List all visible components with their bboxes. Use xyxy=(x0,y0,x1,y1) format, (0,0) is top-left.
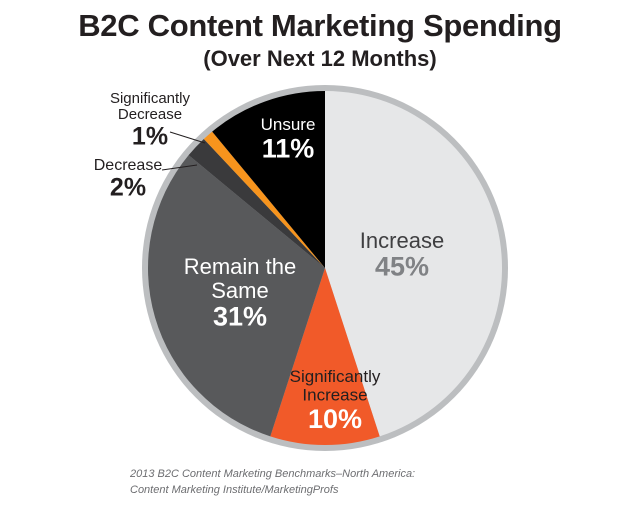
source-note: 2013 B2C Content Marketing Benchmarks–No… xyxy=(130,466,415,498)
leader-line-significantly-decrease xyxy=(169,131,206,144)
pie-slice-significantly-decrease xyxy=(203,131,325,268)
chart-subtitle: (Over Next 12 Months) xyxy=(203,46,437,71)
slice-value-unsure: 11% xyxy=(262,134,315,164)
pie-slices xyxy=(148,91,503,446)
source-line-2: Content Marketing Institute/MarketingPro… xyxy=(130,484,339,496)
slice-value-significantly-increase: 10% xyxy=(308,404,362,434)
slice-label-unsure: Unsure xyxy=(261,115,316,134)
chart-title: B2C Content Marketing Spending xyxy=(78,8,562,43)
pie-slice-unsure xyxy=(212,91,325,268)
slice-label-significantly-decrease-line-1: Significantly xyxy=(110,90,191,107)
slice-value-increase: 45% xyxy=(375,252,429,282)
slice-label-significantly-increase-line-1: Significantly xyxy=(290,367,381,386)
slice-label-significantly-increase-line-2: Increase xyxy=(302,385,367,404)
pie-slice-remain-the-same xyxy=(148,155,325,437)
pie-labels: Increase45%SignificantlyIncrease10%Remai… xyxy=(94,90,444,434)
pie-slice-decrease xyxy=(188,138,325,268)
slice-value-significantly-decrease: 1% xyxy=(132,123,168,151)
slice-label-remain-the-same-line-2: Same xyxy=(211,278,268,303)
slice-value-remain-the-same: 31% xyxy=(213,301,267,331)
pie-slice-significantly-increase xyxy=(270,268,380,446)
slice-value-decrease: 2% xyxy=(110,174,146,202)
slice-label-increase: Increase xyxy=(360,228,444,253)
source-line-1: 2013 B2C Content Marketing Benchmarks–No… xyxy=(130,468,416,480)
pie-slice-increase xyxy=(325,91,503,437)
leader-line-decrease xyxy=(161,164,198,171)
slice-label-decrease: Decrease xyxy=(94,157,163,174)
slice-label-significantly-decrease-line-2: Decrease xyxy=(118,106,182,123)
slice-label-remain-the-same-line-1: Remain the xyxy=(184,254,297,279)
